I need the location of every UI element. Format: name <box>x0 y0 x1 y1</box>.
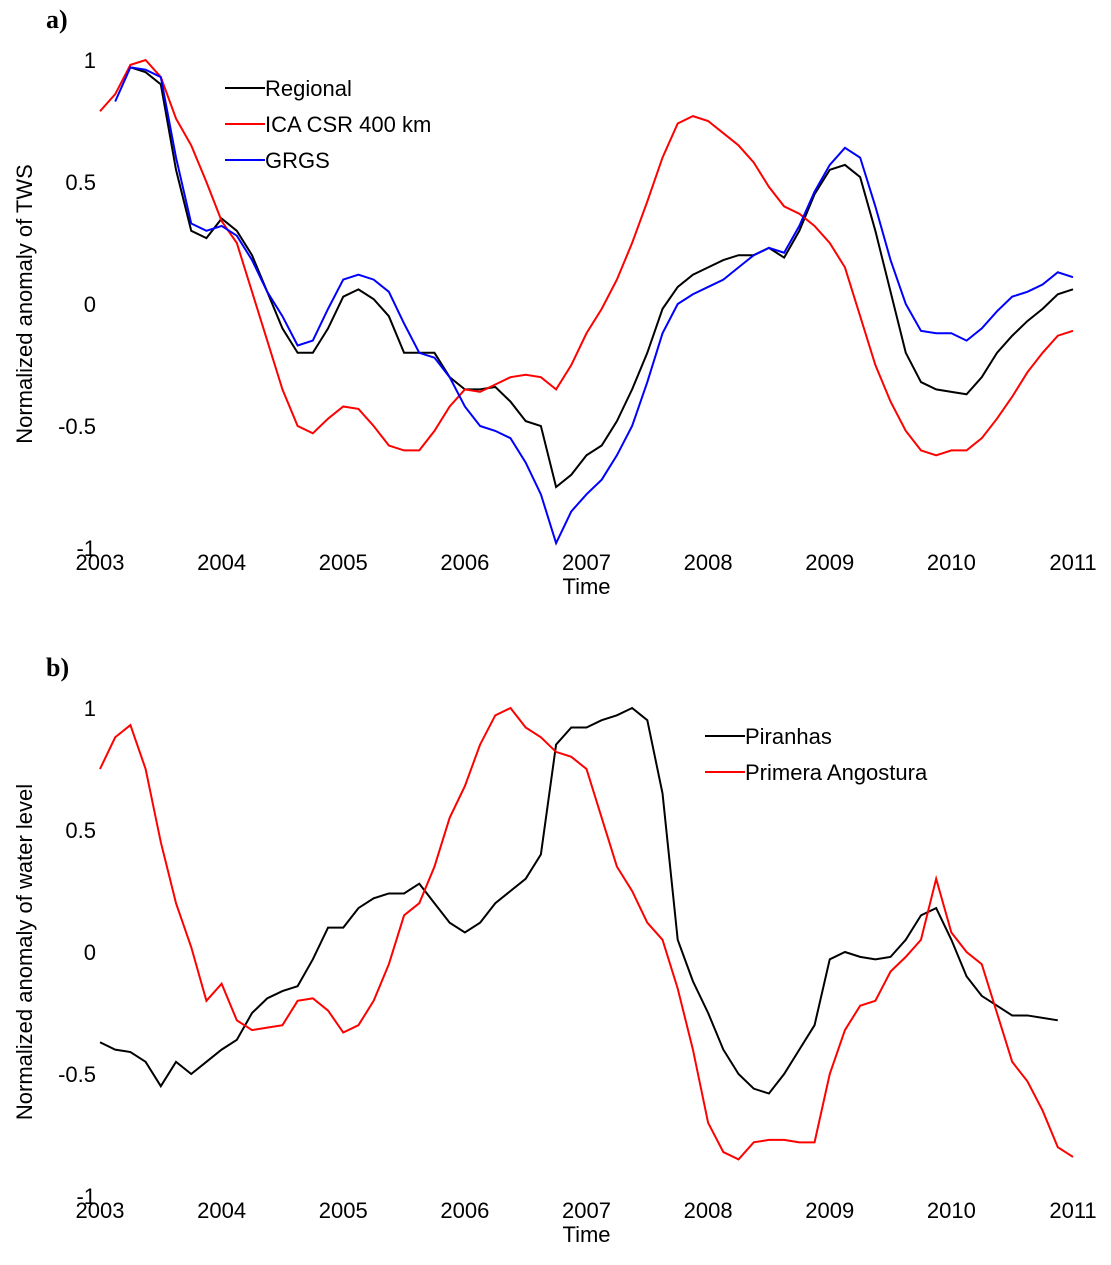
x-tick-label: 2011 <box>1049 1198 1096 1223</box>
y-axis-label: Normalized anomaly of water level <box>12 784 37 1120</box>
x-tick-label: 2006 <box>440 1198 489 1223</box>
x-tick-label: 2010 <box>927 1198 976 1223</box>
y-tick-label: 1 <box>84 696 96 721</box>
legend-label: ICA CSR 400 km <box>265 112 431 137</box>
y-tick-label: -0.5 <box>58 414 96 439</box>
y-tick-label: 0 <box>84 940 96 965</box>
y-tick-label: -0.5 <box>58 1062 96 1087</box>
y-tick-label: 0.5 <box>65 818 96 843</box>
x-axis-label: Time <box>562 574 610 599</box>
x-tick-label: 2003 <box>76 550 125 575</box>
x-tick-label: 2004 <box>197 1198 246 1223</box>
x-tick-label: 2005 <box>319 550 368 575</box>
y-tick-label: 0 <box>84 292 96 317</box>
legend-label: Piranhas <box>745 724 832 749</box>
x-tick-label: 2010 <box>927 550 976 575</box>
y-tick-label: -1 <box>76 1184 96 1209</box>
y-tick-label: 0.5 <box>65 170 96 195</box>
x-tick-label: 2011 <box>1049 550 1096 575</box>
x-tick-label: 2004 <box>197 550 246 575</box>
panel-label: b) <box>46 653 69 682</box>
y-tick-label: -1 <box>76 536 96 561</box>
x-tick-label: 2005 <box>319 1198 368 1223</box>
line-series <box>99 58 1074 457</box>
x-tick-label: 2007 <box>562 1198 611 1223</box>
line-series <box>114 66 1074 546</box>
line-series <box>99 706 1058 1095</box>
panel-label: a) <box>46 5 68 34</box>
legend-label: Regional <box>265 76 352 101</box>
x-tick-label: 2007 <box>562 550 611 575</box>
line-series <box>99 706 1074 1161</box>
y-tick-label: 1 <box>84 48 96 73</box>
legend-label: GRGS <box>265 148 330 173</box>
x-tick-label: 2003 <box>76 1198 125 1223</box>
x-tick-label: 2008 <box>684 550 733 575</box>
x-tick-label: 2008 <box>684 1198 733 1223</box>
line-series <box>130 66 1074 489</box>
x-tick-label: 2009 <box>805 1198 854 1223</box>
y-axis-label: Normalized anomaly of TWS <box>12 164 37 444</box>
x-tick-label: 2006 <box>440 550 489 575</box>
x-tick-label: 2009 <box>805 550 854 575</box>
legend-label: Primera Angostura <box>745 760 928 785</box>
x-axis-label: Time <box>562 1222 610 1247</box>
